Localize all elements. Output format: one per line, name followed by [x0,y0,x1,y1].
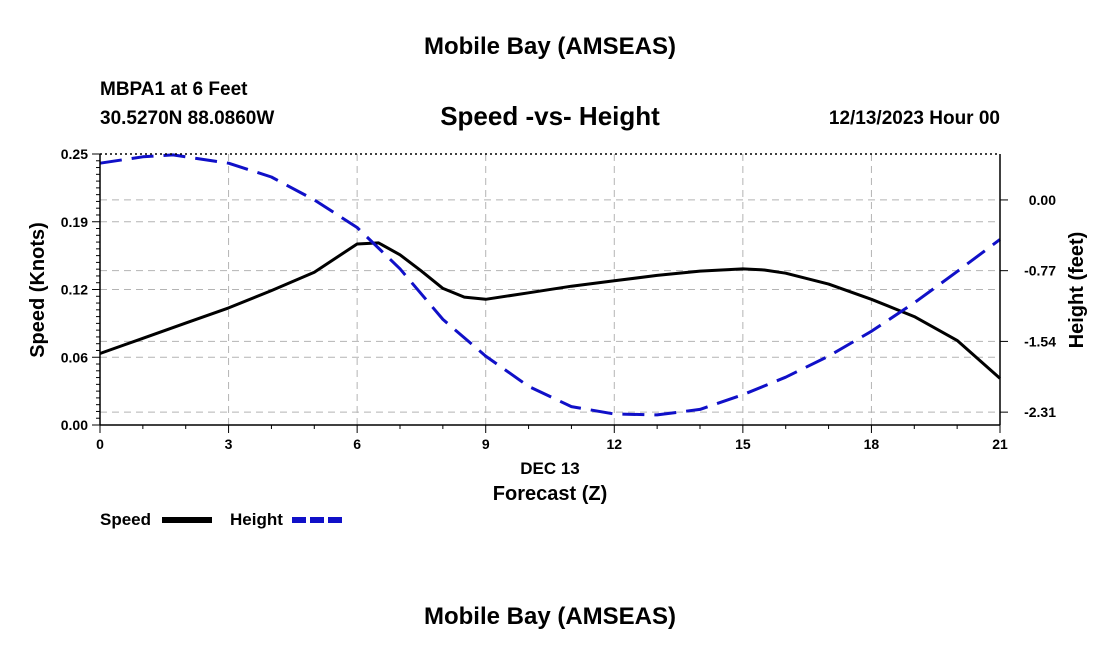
y-right-tick-label-2: -1.54 [1024,333,1056,349]
x-tick-label-15: 15 [735,436,751,452]
chart-title: Mobile Bay (AMSEAS) [424,33,676,60]
tick-labels: 0 3 6 9 12 15 18 21 0.00 0.06 0.12 0.19 0.25 0.00 -0.7… [61,146,1056,452]
x-tick-label-12: 12 [606,436,622,452]
x-tick-label-3: 3 [225,436,233,452]
series-layer [99,153,1001,417]
y-axis-right-label: Height (feet) [1066,232,1088,349]
plot-frame [99,153,1001,426]
y-right-tick-label-0: 0.00 [1029,192,1056,208]
grid-lines [100,154,1000,425]
chart-subtitle: Speed -vs- Height [440,101,660,131]
tick-marks [92,153,1008,433]
y-right-tick-label-3: -2.31 [1024,404,1056,420]
y-right-tick-label-1: -0.77 [1024,263,1056,279]
y-left-tick-label-2: 0.12 [61,282,88,298]
x-date-label: DEC 13 [520,459,580,478]
datetime-label: 12/13/2023 Hour 00 [829,108,1000,129]
footer-title: Mobile Bay (AMSEAS) [424,603,676,630]
legend: Speed Height [100,510,342,529]
coordinates-label: 30.5270N 88.0860W [100,108,274,129]
x-tick-label-0: 0 [96,436,104,452]
x-tick-label-6: 6 [353,436,361,452]
legend-height-label: Height [230,510,283,529]
y-left-tick-label-0: 0.00 [61,417,88,433]
x-tick-label-21: 21 [992,436,1008,452]
x-tick-label-18: 18 [864,436,880,452]
station-label: MBPA1 at 6 Feet [100,79,248,100]
y-left-tick-label-1: 0.06 [61,349,88,365]
series-line-speed [99,241,1001,380]
x-tick-label-9: 9 [482,436,490,452]
y-axis-left-label: Speed (Knots) [27,222,49,358]
legend-speed-label: Speed [100,510,151,529]
y-left-tick-label-4: 0.25 [61,146,88,162]
y-left-tick-label-3: 0.19 [61,214,88,230]
x-axis-label: Forecast (Z) [493,483,607,505]
series-line-height [99,153,1001,417]
